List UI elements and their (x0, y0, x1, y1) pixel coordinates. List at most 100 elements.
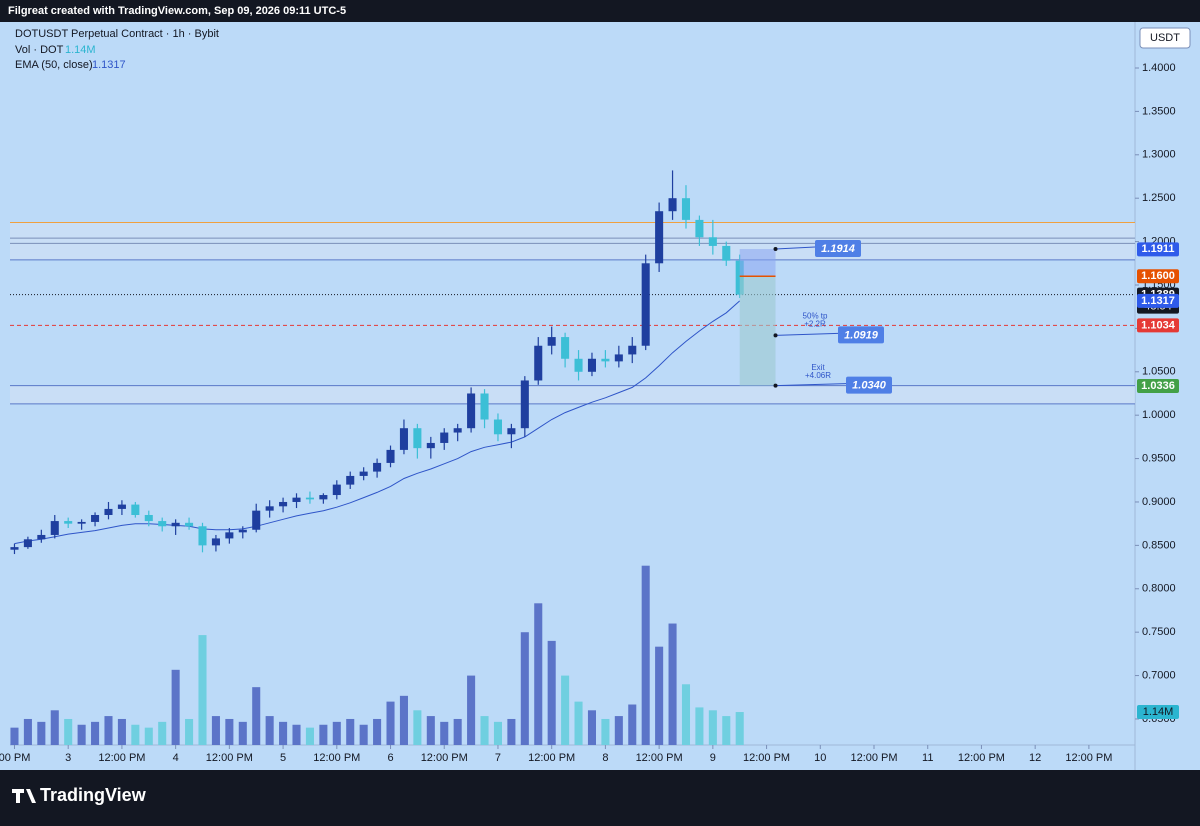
volume-bar (104, 716, 113, 745)
candle-body (386, 449, 395, 463)
volume-bar (655, 646, 664, 745)
top-bar (0, 0, 1200, 22)
volume-bar (279, 721, 288, 745)
y-tick-label: 0.7000 (1142, 669, 1176, 681)
candle-body (23, 539, 32, 548)
volume-tag-label: 1.14M (1143, 706, 1174, 718)
x-tick-label: 10 (814, 752, 826, 764)
price-tag-label: 1.0336 (1141, 380, 1175, 392)
candle-body (493, 419, 502, 435)
candle-body (614, 354, 623, 362)
brand: TradingView (40, 785, 147, 805)
tp-handle (773, 333, 778, 338)
volume-bar (332, 721, 341, 745)
zone (10, 222, 1135, 260)
volume-bar (319, 724, 328, 745)
candle-body (37, 534, 46, 540)
candle-body (117, 504, 126, 509)
candle-body (574, 358, 583, 372)
volume-bar (64, 718, 73, 745)
volume-bar (23, 718, 32, 745)
volume-bar (681, 684, 691, 745)
volume-bar (399, 695, 408, 745)
volume-bar (480, 716, 489, 745)
price-tag-label: 1.1034 (1141, 319, 1176, 331)
candle-body (346, 475, 355, 485)
price-tag (1137, 379, 1179, 394)
volume-bar (171, 669, 180, 745)
volume-bar (561, 675, 570, 745)
x-tick-label: 00 PM (0, 752, 30, 764)
volume-bar (346, 718, 355, 745)
currency[interactable]: USDT (1150, 32, 1180, 44)
volume-bar (131, 724, 140, 745)
candle-body (211, 538, 220, 546)
candle-body (641, 263, 650, 346)
brand-logo (12, 789, 36, 803)
volume-bar (547, 640, 556, 745)
x-tick-label: 12:00 PM (98, 752, 145, 764)
candle-body (305, 497, 314, 500)
candle-body (413, 428, 422, 449)
volume-bar (211, 716, 220, 745)
y-tick-label: 1.2500 (1142, 192, 1176, 204)
candle-body (171, 522, 180, 527)
candle-body (104, 508, 113, 515)
ema-legend: EMA (50, close) (15, 59, 93, 71)
volume-bar (158, 721, 167, 745)
chart-title: DOTUSDT Perpetual Contract · 1h · Bybit (15, 28, 219, 40)
tp-note: 50% tp (803, 312, 828, 321)
y-tick-label: 0.8000 (1142, 583, 1176, 595)
plot (10, 170, 1135, 745)
candle-body (91, 514, 100, 522)
x-tick-label: 4 (173, 752, 179, 764)
volume-legend-value: 1.14M (65, 44, 96, 56)
volume-bar (440, 721, 449, 745)
candle-body (520, 380, 529, 429)
candle-body (399, 428, 408, 450)
volume-bar (252, 687, 261, 745)
volume-bar (305, 727, 314, 745)
tp-connector (775, 332, 839, 336)
volume-bar (292, 724, 301, 745)
volume-bar (467, 675, 476, 745)
x-tick-label: 12:00 PM (743, 752, 790, 764)
x-tick-label: 12:00 PM (850, 752, 897, 764)
candle-body (158, 521, 167, 527)
currency-button[interactable] (1139, 27, 1191, 49)
candle-body (453, 428, 462, 433)
volume-bar (238, 721, 247, 745)
candle-body (185, 522, 194, 527)
candle-body (708, 237, 717, 246)
price-tag-label: 1.1600 (1141, 270, 1175, 282)
volume-bar (628, 704, 637, 745)
price-tag (1137, 242, 1179, 257)
candle-body (332, 484, 341, 496)
x-tick-label: 5 (280, 752, 286, 764)
candle-body (77, 521, 86, 524)
tp-r: +2.2R (804, 320, 826, 329)
volume-bar (695, 707, 704, 745)
candle-body (225, 532, 234, 539)
price-tag-label: 1.1317 (1141, 295, 1175, 307)
y-tick-label: 1.3500 (1142, 105, 1176, 117)
candle-body (50, 521, 59, 535)
x-tick-label: 12:00 PM (636, 752, 683, 764)
y-tick-label: 1.0500 (1142, 366, 1176, 378)
x-tick-label: 7 (495, 752, 501, 764)
volume-bar (91, 721, 100, 745)
y-tick-label: 0.8500 (1142, 539, 1176, 551)
stop-label: 1.1914 (821, 243, 855, 255)
volume-bar (77, 724, 86, 745)
volume-bar (601, 718, 610, 745)
candle-body (252, 510, 261, 530)
x-tick-label: 12 (1029, 752, 1041, 764)
y-tick-label: 0.9000 (1142, 496, 1176, 508)
x-tick-label: 8 (602, 752, 608, 764)
candle-body (601, 358, 610, 362)
volume-bar (426, 716, 435, 745)
exit-note: Exit (811, 363, 825, 372)
exit-box (846, 376, 892, 394)
